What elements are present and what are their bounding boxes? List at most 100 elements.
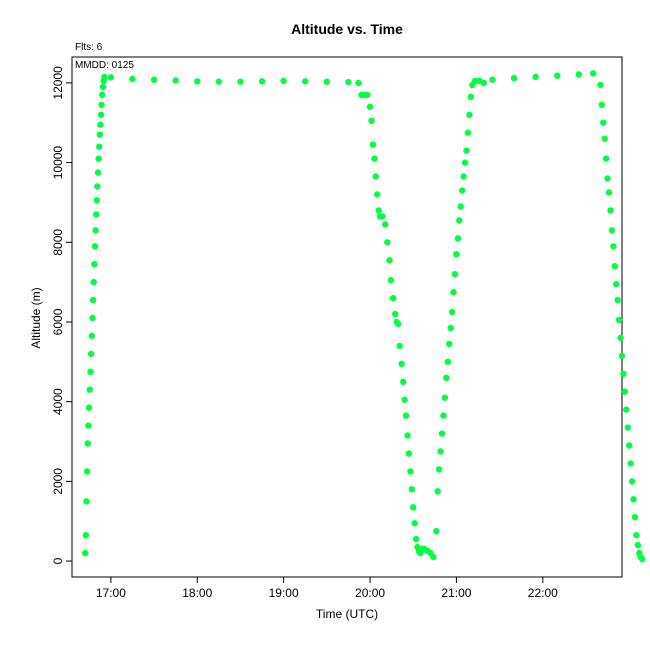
x-tick-label: 18:00	[182, 586, 212, 600]
data-point	[172, 77, 179, 84]
x-tick-label: 22:00	[528, 586, 558, 600]
data-point	[392, 310, 399, 318]
data-point	[88, 332, 96, 340]
data-point	[601, 135, 608, 142]
data-point	[620, 370, 627, 377]
chart-title: Altitude vs. Time	[291, 21, 403, 37]
data-point	[590, 70, 597, 77]
x-axis: 17:00 18:00 19:00 20:00 21:00 22:00	[96, 577, 558, 600]
data-point	[639, 555, 646, 563]
data-point	[461, 159, 469, 166]
data-point	[626, 442, 633, 449]
flights-note: Flts: 6	[75, 42, 103, 53]
data-point	[405, 450, 413, 457]
data-point	[95, 155, 102, 162]
data-point	[600, 119, 607, 126]
data-point	[451, 271, 459, 278]
data-point	[355, 79, 362, 87]
data-point	[97, 121, 104, 128]
data-point	[396, 342, 403, 350]
plot-frame	[71, 56, 623, 578]
data-point	[433, 528, 440, 535]
data-point	[408, 486, 415, 493]
data-point	[623, 406, 630, 413]
data-point	[280, 77, 287, 85]
x-tick-label: 21:00	[441, 586, 471, 600]
data-point	[94, 183, 101, 190]
data-point	[466, 111, 473, 119]
data-point	[237, 78, 244, 85]
data-point	[608, 227, 616, 234]
data-point	[366, 103, 374, 111]
data-point	[83, 498, 90, 505]
data-point	[575, 71, 582, 78]
data-point	[453, 251, 460, 258]
data-point	[93, 197, 101, 204]
data-point	[86, 386, 94, 393]
data-point	[371, 155, 378, 162]
data-point	[412, 535, 420, 543]
data-point	[618, 352, 626, 360]
data-point	[89, 296, 97, 304]
data-point	[411, 520, 418, 527]
data-point	[441, 394, 449, 401]
data-point	[99, 91, 106, 99]
data-point	[345, 78, 352, 86]
data-point	[87, 368, 94, 375]
data-point	[215, 78, 223, 85]
data-point	[447, 324, 454, 332]
data-point	[129, 75, 136, 83]
data-point	[446, 340, 453, 348]
data-point	[402, 412, 410, 419]
y-tick-label: 2000	[51, 468, 65, 495]
data-point	[389, 294, 397, 302]
y-tick-label: 10000	[51, 146, 65, 180]
data-point	[443, 374, 450, 381]
data-point	[464, 129, 472, 136]
data-point	[603, 155, 610, 162]
data-point	[440, 412, 447, 419]
data-point	[605, 189, 613, 196]
data-point	[85, 404, 93, 411]
data-point	[92, 227, 99, 234]
data-point	[628, 478, 636, 485]
data-point	[85, 422, 92, 429]
data-point	[302, 78, 309, 85]
data-point	[407, 468, 414, 475]
data-point	[96, 131, 104, 138]
data-point	[627, 460, 634, 467]
data-point	[394, 320, 402, 328]
data-point	[398, 360, 405, 367]
data-point	[510, 74, 518, 82]
data-point	[83, 468, 91, 475]
data-point	[634, 541, 641, 549]
data-point	[369, 141, 377, 148]
data-point	[379, 213, 386, 220]
data-point	[93, 211, 100, 218]
data-point	[456, 217, 463, 224]
data-point	[410, 504, 417, 511]
data-point	[194, 78, 201, 85]
data-point	[98, 101, 105, 109]
data-point	[598, 101, 605, 109]
y-tick-label: 8000	[51, 229, 65, 256]
x-tick-label: 20:00	[355, 586, 385, 600]
data-point	[372, 173, 379, 180]
data-point	[375, 207, 382, 214]
data-point	[430, 553, 437, 561]
x-tick-label: 17:00	[96, 586, 126, 600]
data-point	[471, 77, 479, 85]
data-point	[323, 78, 330, 85]
x-axis-title: Time (UTC)	[316, 607, 378, 621]
data-point	[611, 263, 618, 270]
data-point	[87, 350, 95, 358]
data-point	[614, 296, 621, 304]
data-point	[401, 396, 408, 403]
data-point	[444, 358, 451, 365]
data-point	[454, 235, 462, 242]
data-point	[387, 276, 395, 284]
data-point	[459, 187, 466, 194]
data-point	[460, 173, 467, 180]
data-point	[457, 203, 464, 210]
